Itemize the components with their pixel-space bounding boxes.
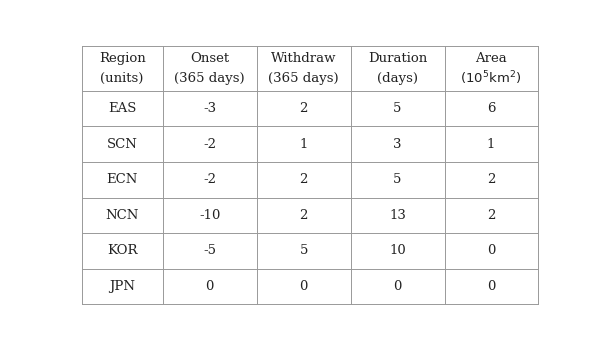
Text: 13: 13 [389,209,406,222]
Text: 2: 2 [300,209,308,222]
Text: 0: 0 [300,280,308,293]
Text: 5: 5 [300,244,308,257]
Text: (days): (days) [377,72,418,85]
Text: 5: 5 [393,102,402,115]
Text: -10: -10 [199,209,220,222]
Text: -5: -5 [203,244,216,257]
Text: SCN: SCN [107,138,138,151]
Text: Duration: Duration [368,52,427,66]
Text: 2: 2 [487,173,495,186]
Text: NCN: NCN [106,209,139,222]
Text: 2: 2 [300,173,308,186]
Text: Area: Area [475,52,507,66]
Text: 5: 5 [393,173,402,186]
Text: (365 days): (365 days) [268,72,339,85]
Text: KOR: KOR [107,244,138,257]
Text: 0: 0 [393,280,402,293]
Text: 1: 1 [487,138,495,151]
Text: -2: -2 [203,173,216,186]
Text: 0: 0 [205,280,214,293]
Text: 10: 10 [389,244,406,257]
Text: Region: Region [99,52,146,66]
Text: -3: -3 [203,102,216,115]
Text: (units): (units) [100,72,144,85]
Text: 0: 0 [487,244,495,257]
Text: $(10^5\mathrm{km}^2)$: $(10^5\mathrm{km}^2)$ [460,70,522,87]
Text: 3: 3 [393,138,402,151]
Text: (365 days): (365 days) [175,72,245,85]
Text: Withdraw: Withdraw [271,52,336,66]
Text: -2: -2 [203,138,216,151]
Text: 2: 2 [300,102,308,115]
Text: EAS: EAS [108,102,137,115]
Text: 2: 2 [487,209,495,222]
Text: 0: 0 [487,280,495,293]
Text: Onset: Onset [190,52,230,66]
Text: ECN: ECN [106,173,138,186]
Text: 1: 1 [300,138,308,151]
Text: 6: 6 [487,102,495,115]
Text: JPN: JPN [109,280,135,293]
